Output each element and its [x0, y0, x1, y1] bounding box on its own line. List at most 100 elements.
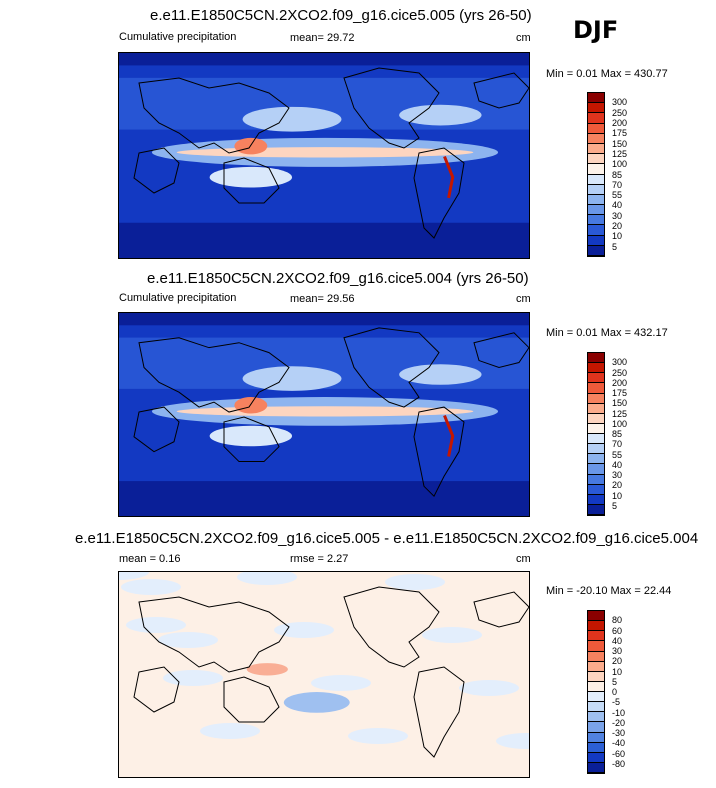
colorbar-tick-label: 55	[612, 190, 623, 201]
panel-2-left-label: Cumulative precipitation	[119, 292, 237, 304]
colorbar-tick-label: 5	[612, 500, 618, 511]
panel-2-map	[118, 312, 530, 517]
colorbar-tick-label: 5	[612, 241, 618, 252]
colorbar-tick-label: 85	[612, 169, 623, 180]
colorbar-swatch	[588, 621, 604, 632]
colorbar-swatch	[588, 93, 604, 104]
colorbar-swatch	[588, 393, 604, 404]
colorbar-tick-label: 40	[612, 635, 623, 646]
colorbar-swatch	[588, 174, 604, 185]
colorbar-tick-label: 300	[612, 97, 628, 108]
colorbar-tick-label: -30	[612, 728, 626, 738]
colorbar-tick-label: 125	[612, 148, 628, 159]
colorbar-tick-label: 175	[612, 388, 628, 398]
colorbar-tick-label: 30	[612, 646, 623, 656]
colorbar-swatch	[588, 123, 604, 134]
colorbar-swatch	[588, 631, 604, 642]
colorbar-swatch	[588, 702, 604, 713]
colorbar-tick-label: 250	[612, 107, 628, 118]
panel-1-colorbar	[587, 92, 605, 257]
colorbar-swatch	[588, 444, 604, 455]
colorbar-tick-label: 200	[612, 117, 628, 128]
colorbar-tick-label: -5	[612, 697, 621, 708]
colorbar-swatch	[588, 504, 604, 515]
panel-3-unit: cm	[516, 553, 531, 565]
colorbar-tick-label: 200	[612, 377, 628, 388]
colorbar-swatch	[588, 154, 604, 165]
colorbar-swatch	[588, 681, 604, 692]
panel-1-map	[118, 52, 530, 259]
panel-1-field	[119, 53, 529, 258]
colorbar-tick-label: 5	[612, 676, 618, 687]
colorbar-tick-label: 100	[612, 418, 628, 429]
colorbar-swatch	[588, 164, 604, 175]
colorbar-tick-label: 125	[612, 408, 628, 419]
colorbar-swatch	[588, 143, 604, 155]
colorbar-tick-label: 0	[612, 687, 618, 697]
colorbar-tick-label: 10	[612, 490, 623, 501]
colorbar-swatch	[588, 194, 604, 206]
colorbar-tick-label: 20	[612, 221, 623, 232]
colorbar-swatch	[588, 752, 604, 763]
colorbar-tick-label: 40	[612, 459, 623, 470]
panel-1-title: e.e11.E1850C5CN.2XCO2.f09_g16.cice5.005 …	[150, 7, 532, 24]
colorbar-swatch	[588, 434, 604, 445]
colorbar-swatch	[588, 651, 604, 662]
colorbar-swatch	[588, 611, 604, 622]
colorbar-tick-label: 175	[612, 128, 628, 139]
panel-1-unit: cm	[516, 32, 531, 44]
colorbar-swatch	[588, 103, 604, 114]
colorbar-swatch	[588, 742, 604, 753]
season-label: DJF	[573, 16, 619, 44]
colorbar-swatch	[588, 184, 604, 195]
colorbar-tick-label: -20	[612, 717, 626, 728]
panel-2-colorbar	[587, 352, 605, 516]
colorbar-swatch	[588, 113, 604, 124]
panel-3-title: e.e11.E1850C5CN.2XCO2.f09_g16.cice5.005 …	[75, 530, 699, 547]
panel-3-minmax: Min = -20.10 Max = 22.44	[546, 585, 672, 597]
panel-1-left-label: Cumulative precipitation	[119, 31, 237, 43]
panel-1-mean: mean= 29.72	[290, 32, 355, 44]
panel-2-title: e.e11.E1850C5CN.2XCO2.f09_g16.cice5.004 …	[147, 270, 529, 287]
panel-2-unit: cm	[516, 293, 531, 305]
colorbar-swatch	[588, 353, 604, 364]
colorbar-swatch	[588, 235, 604, 246]
panel-3-map	[118, 571, 530, 778]
colorbar-swatch	[588, 413, 604, 424]
colorbar-tick-label: -60	[612, 748, 626, 759]
colorbar-tick-label: 70	[612, 439, 623, 450]
colorbar-tick-label: -10	[612, 707, 626, 718]
colorbar-swatch	[588, 722, 604, 733]
colorbar-tick-label: 150	[612, 398, 628, 409]
colorbar-tick-label: 300	[612, 357, 628, 368]
panel-3-field	[119, 572, 529, 777]
colorbar-tick-label: 55	[612, 449, 623, 460]
panel-3-rmse: rmse = 2.27	[290, 553, 349, 565]
panel-3-colorbar	[587, 610, 605, 774]
colorbar-swatch	[588, 205, 604, 216]
colorbar-tick-label: 60	[612, 625, 623, 636]
colorbar-tick-label: 85	[612, 429, 623, 439]
colorbar-swatch	[588, 423, 604, 434]
colorbar-swatch	[588, 383, 604, 394]
colorbar-tick-label: -80	[612, 758, 626, 769]
colorbar-tick-label: 20	[612, 656, 623, 667]
colorbar-swatch	[588, 454, 604, 465]
colorbar-swatch	[588, 403, 604, 414]
colorbar-swatch	[588, 732, 604, 743]
colorbar-tick-label: 30	[612, 470, 623, 480]
colorbar-swatch	[588, 494, 604, 505]
colorbar-tick-label: 30	[612, 210, 623, 221]
colorbar-swatch	[588, 661, 604, 672]
panel-2-minmax: Min = 0.01 Max = 432.17	[546, 327, 668, 339]
colorbar-swatch	[588, 215, 604, 226]
colorbar-tick-label: -40	[612, 738, 626, 749]
panel-2-field	[119, 313, 529, 516]
panel-2-mean: mean= 29.56	[290, 293, 355, 305]
colorbar-swatch	[588, 484, 604, 495]
colorbar-swatch	[588, 133, 604, 144]
colorbar-swatch	[588, 464, 604, 475]
panel-3-mean: mean = 0.16	[119, 553, 181, 565]
colorbar-swatch	[588, 692, 604, 703]
colorbar-swatch	[588, 762, 604, 773]
